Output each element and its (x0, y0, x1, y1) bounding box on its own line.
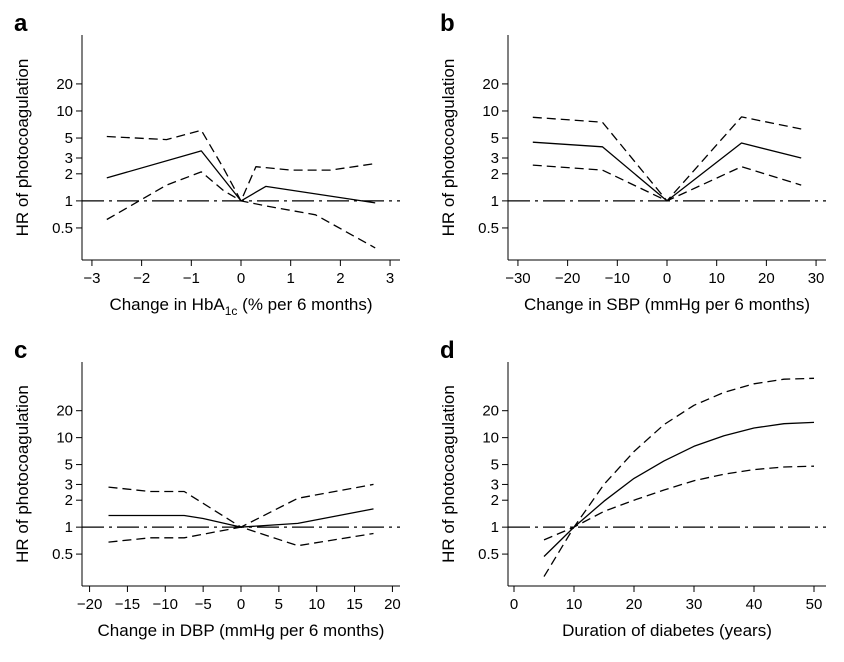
x-tick-label: −20 (77, 596, 102, 613)
x-tick-label: 5 (275, 596, 283, 613)
lower-ci-line (106, 171, 376, 249)
y-tick-label: 3 (65, 150, 73, 167)
y-tick-label: 20 (56, 403, 73, 420)
x-tick-label: 20 (758, 270, 775, 287)
y-tick-label: 0.5 (52, 220, 73, 237)
y-tick-label: 10 (56, 103, 73, 120)
lower-ci-line (108, 526, 374, 547)
y-tick-label: 1 (65, 519, 73, 536)
hr-estimate-line (532, 141, 802, 202)
y-axis-label: HR of photocoagulation (13, 59, 32, 237)
panel-b: b 0.5 1 23 5 10 20 −30 −20 −10 0 10 20 30 HR of photoc… (439, 10, 826, 314)
y-tick-label: 1 (491, 519, 499, 536)
x-tick-label: 20 (384, 596, 401, 613)
upper-ci-line (543, 377, 815, 577)
y-tick-label: 20 (56, 76, 73, 93)
x-axis-label: Change in HbA1c (% per 6 months) (109, 295, 372, 318)
x-axis-label-tail: (% per 6 months) (237, 295, 372, 314)
x-axis-label-subscript: 1c (225, 304, 238, 318)
y-tick-label: 1 (491, 193, 499, 210)
y-axis-label: HR of photocoagulation (439, 385, 458, 563)
x-tick-label: 30 (686, 596, 703, 613)
hr-estimate-line (108, 508, 374, 528)
panel-letter: a (14, 10, 28, 37)
lower-ci-line (532, 164, 802, 202)
y-tick-label: 10 (56, 430, 73, 447)
upper-ci-line (532, 116, 802, 202)
hr-estimate-line (543, 421, 815, 557)
y-tick-label: 20 (482, 76, 499, 93)
x-axis-label: Duration of diabetes (years) (562, 621, 772, 640)
y-tick-label: 20 (482, 403, 499, 420)
x-tick-label: −20 (555, 270, 580, 287)
y-tick-label: 0.5 (478, 220, 499, 237)
x-tick-label: 50 (806, 596, 823, 613)
y-tick-label: 5 (491, 457, 499, 474)
x-axis-label: Change in SBP (mmHg per 6 months) (524, 295, 810, 314)
x-tick-label: 40 (746, 596, 763, 613)
y-tick-label: 5 (491, 130, 499, 147)
x-tick-label: 0 (237, 270, 245, 287)
panel-c: c 0.5 1 23 5 10 20 −20 −15 −10 −5 0 5 10 15 20 HR of pho… (13, 337, 401, 640)
x-tick-label: −1 (183, 270, 200, 287)
x-tick-label: −2 (133, 270, 150, 287)
upper-ci-line (106, 129, 376, 202)
y-tick-label: 5 (65, 130, 73, 147)
x-tick-label: −15 (115, 596, 140, 613)
lower-ci-line (543, 465, 815, 541)
y-tick-label: 10 (482, 430, 499, 447)
y-tick-label: 3 (65, 476, 73, 493)
panel-d: d 0.5 1 23 5 10 20 0 10 20 30 40 50 HR of photocoagul… (439, 337, 826, 640)
x-tick-label: 2 (336, 270, 344, 287)
y-tick-label: 3 (491, 150, 499, 167)
x-tick-label: −10 (153, 596, 178, 613)
x-tick-label: 10 (566, 596, 583, 613)
x-tick-label: 10 (708, 270, 725, 287)
x-tick-label: 10 (308, 596, 325, 613)
y-tick-label: 2 (65, 166, 73, 183)
hr-estimate-line (106, 150, 376, 204)
x-tick-label: 3 (386, 270, 394, 287)
y-tick-label: 5 (65, 457, 73, 474)
x-tick-label: 0 (237, 596, 245, 613)
x-axis-label: Change in DBP (mmHg per 6 months) (98, 621, 385, 640)
y-tick-label: 1 (65, 193, 73, 210)
panel-letter: d (440, 337, 455, 364)
x-tick-label: 1 (287, 270, 295, 287)
x-tick-label: 0 (510, 596, 518, 613)
x-axis-label-main: Change in HbA (109, 295, 225, 314)
y-tick-label: 10 (482, 103, 499, 120)
y-tick-label: 0.5 (52, 546, 73, 563)
y-tick-label: 2 (491, 166, 499, 183)
y-axis-label: HR of photocoagulation (439, 59, 458, 237)
x-tick-label: −5 (195, 596, 212, 613)
x-tick-label: −3 (83, 270, 100, 287)
x-tick-label: −30 (505, 270, 530, 287)
y-axis-label: HR of photocoagulation (13, 385, 32, 563)
y-tick-label: 2 (491, 492, 499, 509)
upper-ci-line (108, 483, 374, 528)
x-tick-label: −10 (605, 270, 630, 287)
x-tick-label: 15 (346, 596, 363, 613)
x-tick-label: 30 (808, 270, 825, 287)
x-tick-label: 0 (663, 270, 671, 287)
y-tick-label: 3 (491, 476, 499, 493)
panel-letter: c (14, 337, 27, 364)
y-tick-label: 0.5 (478, 546, 499, 563)
x-tick-label: 20 (626, 596, 643, 613)
y-tick-label: 2 (65, 492, 73, 509)
panel-letter: b (440, 10, 455, 37)
